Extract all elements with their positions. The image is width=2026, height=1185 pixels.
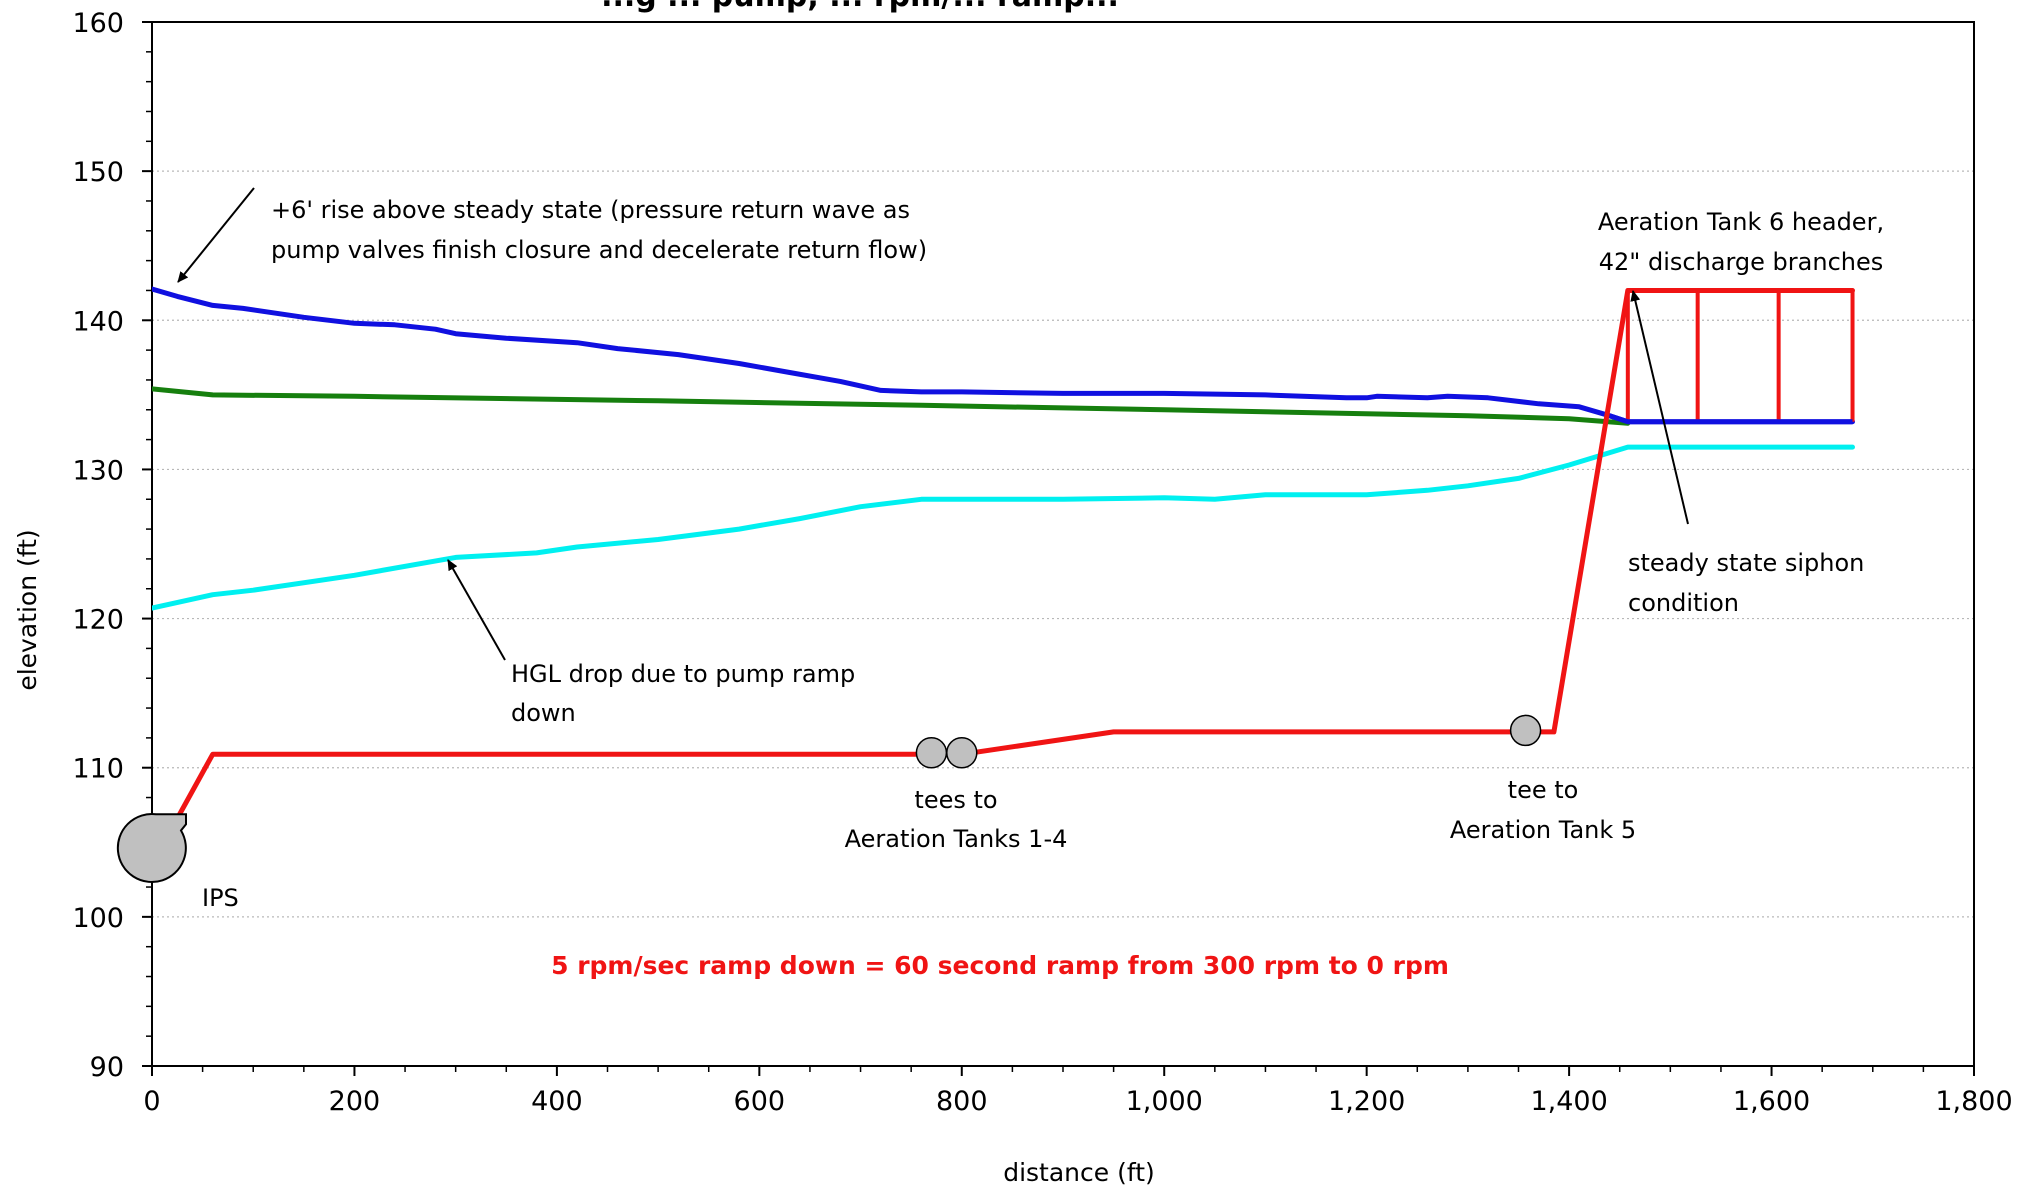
annotation-siphon: steady state siphon condition [1628,290,1864,617]
y-tick-labels: 90 100 110 120 130 140 150 160 [72,8,124,1083]
y-tick-label: 120 [72,605,124,636]
hgl-text-line2: down [511,699,576,727]
y-tick-label: 100 [72,903,124,934]
x-tick-label: 1,200 [1328,1086,1405,1117]
plot-area-frame [151,21,1975,1067]
pump-ips: IPS [116,813,239,912]
ramp-note: 5 rpm/sec ramp down = 60 second ramp fro… [551,951,1449,980]
x-tick-labels: 0 200 400 600 800 1,000 1,200 1,400 1,600 1,800 [143,1086,2012,1117]
axes [151,21,1975,1067]
rise-arrow [177,187,255,283]
siphon-text-line1: steady state siphon [1628,549,1864,577]
x-tick-label: 1,000 [1126,1086,1203,1117]
tee-markers [915,714,1542,769]
pump-icon [116,813,187,883]
tank6-text-line2: 42" discharge branches [1599,248,1884,276]
x-tick-label: 1,800 [1935,1086,2012,1117]
y-axis-title: elevation (ft) [13,529,42,690]
rise-text-line2: pump valves finish closure and decelerat… [271,236,927,264]
x-tick-label: 200 [329,1086,381,1117]
x-tick-label: 400 [531,1086,583,1117]
series-lines [152,286,1855,821]
tees14-text-line1: tees to [914,786,997,814]
annotation-tank6: Aeration Tank 6 header, 42" discharge br… [1598,208,1884,276]
y-tick-label: 140 [72,306,124,337]
series-line-min_hgl [152,444,1855,611]
annotation-rise: +6' rise above steady state (pressure re… [177,187,927,283]
series-line-max_hgl-tail [1608,413,1853,425]
annotation-tees14: tees to Aeration Tanks 1-4 [845,786,1068,853]
annotation-hgl: HGL drop due to pump ramp down [447,559,855,727]
tees14-text-line2: Aeration Tanks 1-4 [845,825,1068,853]
ips-label: IPS [202,884,239,912]
y-tick-label: 110 [72,754,124,785]
series-line-max_hgl [152,286,1855,425]
tee-marker-tee2 [946,737,978,769]
series-line-steady_state [152,386,1631,426]
tee-marker-tee5 [1509,714,1542,747]
chart-title: ...g ... pump, ... rpm/... ramp... [601,0,1119,14]
rise-text-line1: +6' rise above steady state (pressure re… [271,196,910,224]
hgl-text-line1: HGL drop due to pump ramp [511,660,855,688]
grid-lines [152,170,1974,918]
x-tick-label: 800 [936,1086,988,1117]
tank6-text-line1: Aeration Tank 6 header, [1598,208,1884,236]
tee-marker-tee1 [915,737,948,769]
y-tick-label: 90 [90,1052,124,1083]
annotation-tee5: tee to Aeration Tank 5 [1450,776,1636,844]
y-tick-label: 160 [72,8,124,39]
siphon-text-line2: condition [1628,589,1739,617]
x-tick-label: 1,400 [1530,1086,1607,1117]
y-tick-label: 130 [72,455,124,486]
tee5-text-line1: tee to [1508,776,1579,804]
series-line-pipe_profile [174,288,1855,821]
x-tick-label: 0 [143,1086,160,1117]
x-tick-label: 1,600 [1733,1086,1810,1117]
tick-marks [142,21,1975,1076]
x-tick-label: 600 [734,1086,786,1117]
x-axis-title: distance (ft) [1003,1158,1155,1185]
tee5-text-line2: Aeration Tank 5 [1450,816,1636,844]
y-tick-label: 150 [72,157,124,188]
hgl-arrow [447,559,506,661]
siphon-arrow [1630,290,1689,525]
